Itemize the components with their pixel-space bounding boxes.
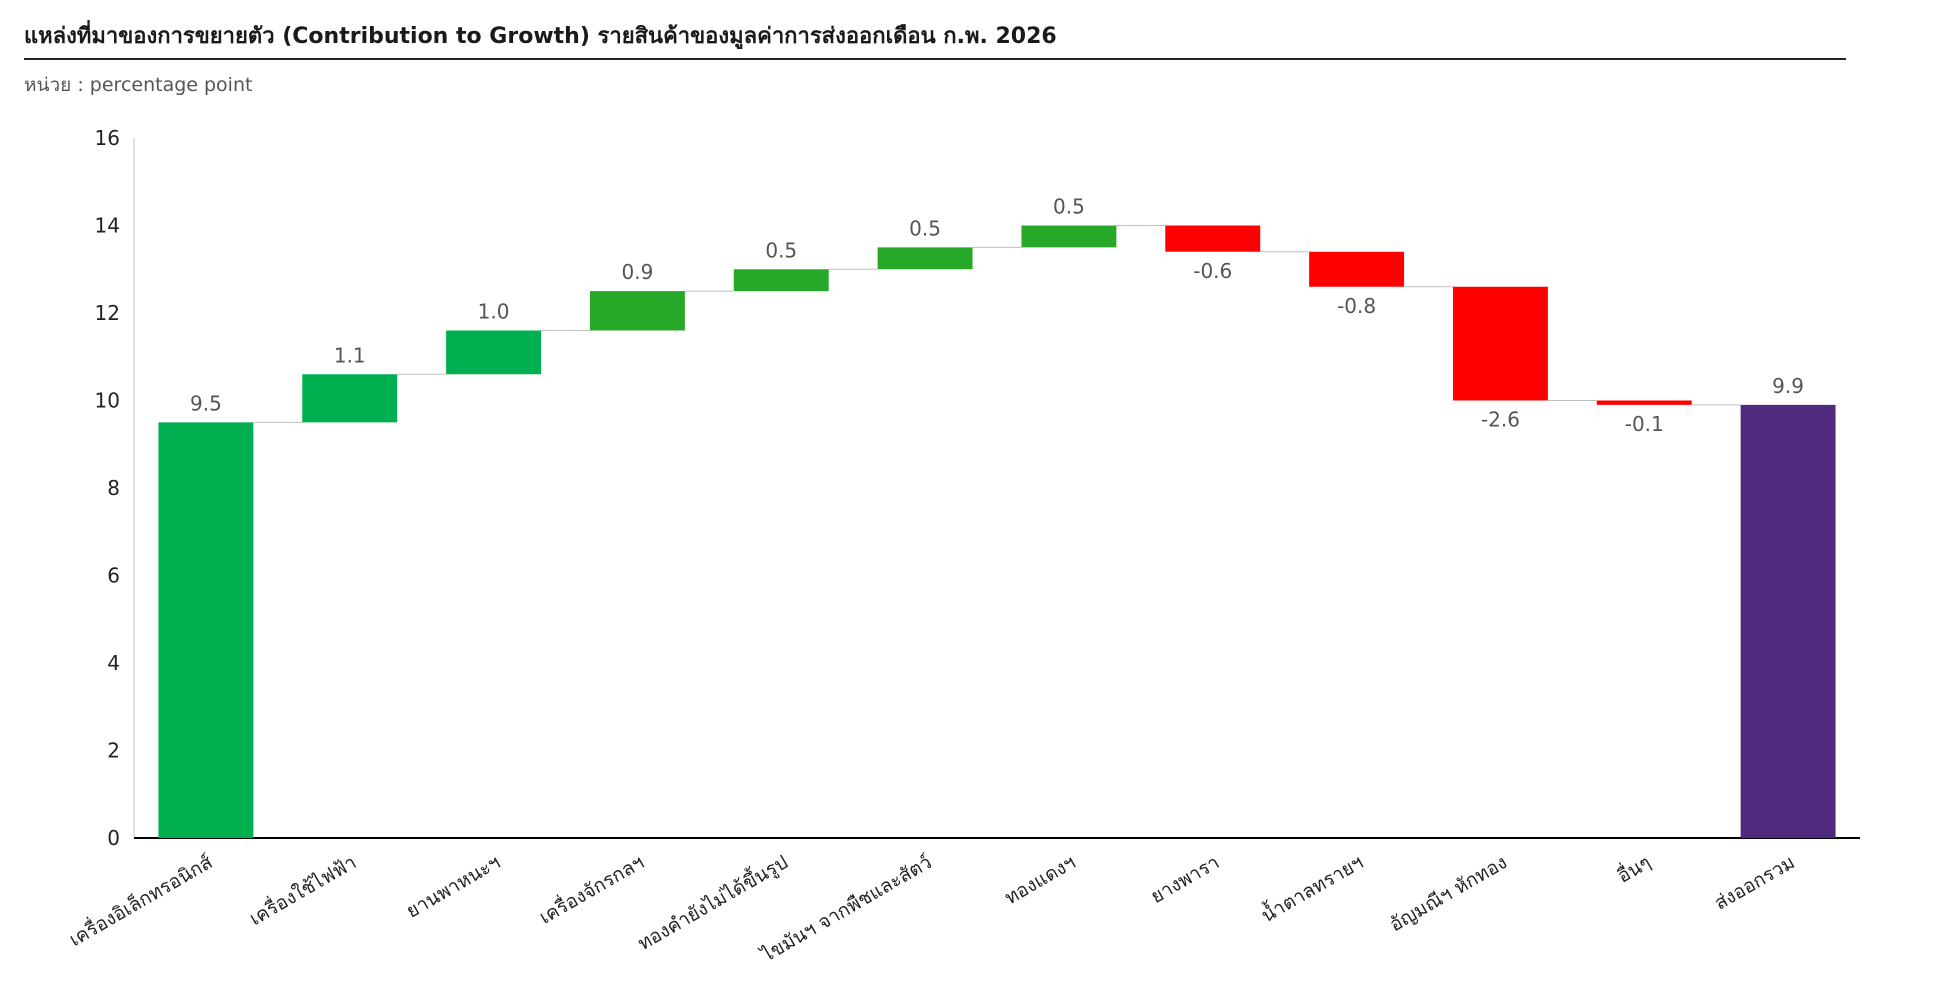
bars	[158, 225, 1836, 838]
data-label: 1.1	[334, 343, 366, 367]
y-tick-label: 6	[107, 564, 120, 588]
data-label: -0.1	[1625, 412, 1664, 436]
title-divider	[24, 58, 1846, 60]
category-label: เครื่องใช้ไฟฟ้า	[244, 849, 360, 930]
category-label: เครื่องจักรกลฯ	[534, 849, 648, 929]
bar	[446, 330, 542, 375]
y-tick-label: 12	[95, 301, 120, 325]
data-label: 0.9	[622, 260, 654, 284]
data-label: 0.5	[909, 216, 941, 240]
bar	[877, 247, 973, 270]
category-label: ทองแดงฯ	[1001, 851, 1079, 909]
category-label: ทองคำยังไม่ได้ขึ้นรูป	[633, 849, 792, 955]
bar	[589, 291, 685, 331]
data-label: -2.6	[1481, 408, 1520, 432]
bar	[733, 269, 829, 292]
unit-label: หน่วย : percentage point	[24, 74, 253, 96]
y-tick-label: 2	[107, 739, 120, 763]
connector-lines	[253, 225, 1741, 423]
data-label: -0.6	[1193, 259, 1232, 283]
bar	[1165, 225, 1261, 252]
bar	[302, 374, 398, 423]
y-tick-label: 0	[107, 826, 120, 850]
category-labels: เครื่องอิเล็กทรอนิกส์ เครื่องใช้ไฟฟ้า ยานพ…	[64, 848, 1798, 967]
category-label: ยางพารา	[1147, 851, 1223, 908]
chart-title: แหล่งที่มาของการขยายตัว (Contribution to…	[24, 24, 1057, 49]
category-label: ส่งออกรวม	[1711, 851, 1799, 914]
bar	[1309, 251, 1405, 287]
y-tick-label: 16	[95, 126, 120, 150]
bar	[1021, 225, 1117, 248]
axes: 0 2 4 6 8 10 12 14 16	[95, 126, 1860, 850]
category-label: อัญมณีฯ หักทอง	[1386, 851, 1511, 936]
data-label: 9.9	[1772, 374, 1804, 398]
data-label: 1.0	[478, 300, 510, 324]
category-label: ยานพาหนะฯ	[403, 851, 504, 922]
category-label: เครื่องอิเล็กทรอนิกส์	[64, 848, 217, 951]
y-tick-label: 10	[95, 389, 120, 413]
bar	[158, 422, 254, 838]
y-tick-label: 8	[107, 476, 120, 500]
y-tick-label: 4	[107, 651, 120, 675]
bar	[1596, 400, 1692, 405]
bar	[1740, 404, 1836, 838]
data-label: 0.5	[1053, 195, 1085, 219]
category-label: อื่นๆ	[1612, 849, 1654, 888]
data-label: 9.5	[190, 391, 222, 415]
data-label: -0.8	[1337, 294, 1376, 318]
y-tick-label: 14	[95, 214, 120, 238]
data-label: 0.5	[765, 238, 797, 262]
data-labels: 9.5 1.1 1.0 0.9 0.5 0.5 0.5 -0.6 -0.8 -2.6 -0.1 9.9	[190, 195, 1804, 436]
category-label: น้ำตาลทรายฯ	[1256, 849, 1367, 927]
bar	[1452, 286, 1548, 401]
